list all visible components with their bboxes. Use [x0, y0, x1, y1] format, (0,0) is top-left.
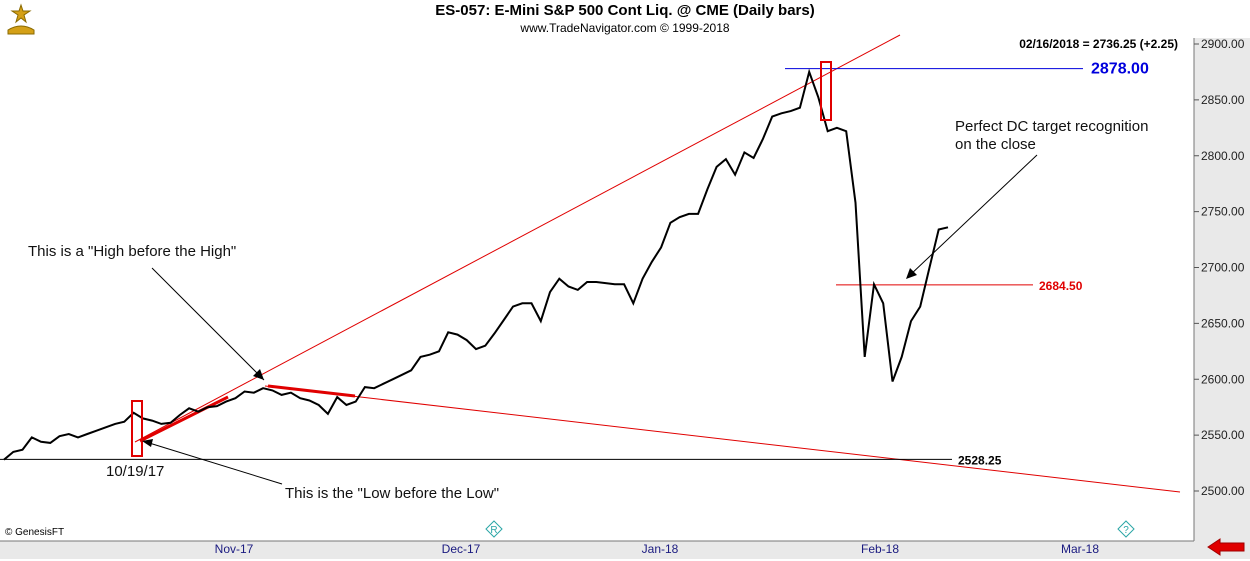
level-label: 2878.00 [1091, 61, 1149, 78]
high-marker-box [820, 61, 832, 121]
level-label: 2528.25 [958, 453, 1002, 467]
r-diamond-icon[interactable]: R [485, 520, 503, 538]
dc-target-label-line1: Perfect DC target recognition [955, 118, 1148, 135]
high-before-high-arrowhead [253, 369, 264, 380]
left-arrow-icon[interactable] [1206, 538, 1246, 556]
dc-target-label-line2: on the close [955, 136, 1036, 153]
last-quote: 02/16/2018 = 2736.25 (+2.25) [1019, 37, 1178, 51]
x-tick-label: Feb-18 [861, 542, 899, 556]
y-tick-label: 2850.00 [1201, 93, 1245, 107]
y-tick-label: 2750.00 [1201, 205, 1245, 219]
short-trend-line [139, 395, 229, 443]
y-tick-label: 2800.00 [1201, 149, 1245, 163]
lower-trend-line [264, 385, 1181, 493]
level-label: 2684.50 [1039, 279, 1083, 293]
y-axis-panel [1194, 38, 1250, 541]
y-tick-label: 2700.00 [1201, 261, 1245, 275]
dc-target-arrowhead [906, 268, 917, 279]
y-tick-label: 2900.00 [1201, 37, 1245, 51]
bull-bear-logo-icon [4, 2, 38, 36]
svg-text:?: ? [1123, 525, 1129, 536]
price-series-line [3, 68, 949, 461]
y-tick-label: 2600.00 [1201, 372, 1245, 386]
low-before-low-arrow [145, 441, 283, 485]
question-diamond-icon[interactable]: ? [1117, 520, 1135, 538]
date-marker-label: 10/19/17 [106, 463, 164, 480]
chart-subtitle: www.TradeNavigator.com © 1999-2018 [520, 21, 730, 35]
x-tick-label: Dec-17 [442, 542, 481, 556]
high-before-high-label: This is a "High before the High" [28, 243, 236, 260]
copyright-label: © GenesisFT [5, 527, 65, 538]
dc-target-arrow [908, 154, 1038, 277]
plot-area [0, 38, 1194, 541]
y-tick-label: 2650.00 [1201, 316, 1245, 330]
upper-trend-line [134, 34, 901, 443]
y-tick-label: 2500.00 [1201, 484, 1245, 498]
x-axis-panel [0, 541, 1250, 559]
svg-text:R: R [490, 525, 497, 536]
short-trend-line-2 [267, 384, 356, 398]
low-before-low-label: This is the "Low before the Low" [285, 485, 499, 502]
chart-header: ES-057: E-Mini S&P 500 Cont Liq. @ CME (… [0, 0, 1250, 38]
low-marker-box [131, 400, 143, 457]
high-before-high-arrow [151, 267, 265, 381]
x-tick-label: Jan-18 [642, 542, 679, 556]
x-tick-label: Nov-17 [215, 542, 254, 556]
x-tick-label: Mar-18 [1061, 542, 1099, 556]
low-before-low-arrowhead [142, 439, 153, 447]
chart-title: ES-057: E-Mini S&P 500 Cont Liq. @ CME (… [435, 2, 815, 19]
y-tick-label: 2550.00 [1201, 428, 1245, 442]
